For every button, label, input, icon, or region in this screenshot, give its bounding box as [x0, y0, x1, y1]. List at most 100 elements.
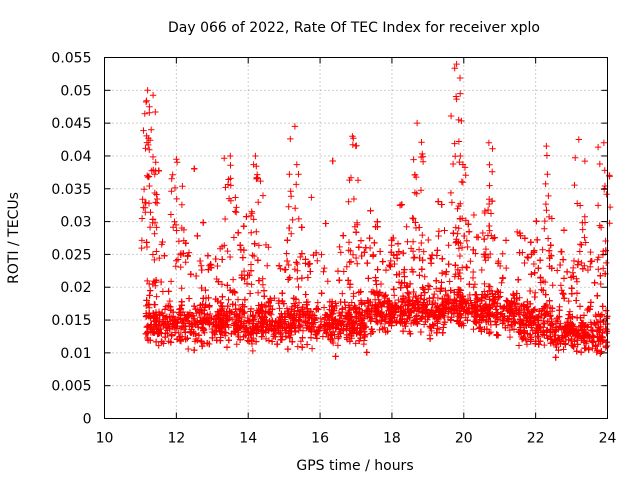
roti-point [463, 237, 470, 244]
roti-point [343, 263, 350, 270]
roti-point [520, 334, 527, 342]
roti-point [377, 320, 385, 328]
roti-point [597, 323, 604, 331]
roti-point [157, 278, 165, 286]
roti-point [457, 304, 465, 311]
roti-point [582, 239, 589, 246]
roti-point [350, 290, 357, 297]
roti-point [337, 249, 344, 256]
roti-point [403, 223, 410, 230]
roti-point [396, 270, 403, 278]
roti-point [335, 333, 342, 340]
roti-point [555, 346, 562, 354]
roti-point [441, 318, 449, 326]
roti-point [322, 322, 329, 329]
roti-point [573, 290, 581, 297]
roti-point [314, 299, 321, 306]
roti-point [525, 254, 532, 262]
roti-point [244, 314, 252, 322]
roti-point [556, 307, 563, 314]
roti-point [239, 254, 247, 261]
roti-point [297, 338, 305, 345]
roti-point [466, 291, 473, 299]
roti-point [573, 278, 581, 285]
roti-point [372, 301, 379, 308]
roti-point [370, 289, 378, 296]
roti-point [376, 248, 384, 255]
roti-point [198, 266, 205, 274]
roti-point [334, 267, 342, 275]
roti-point [548, 315, 555, 323]
roti-point [156, 254, 163, 262]
roti-point [438, 269, 446, 277]
roti-point [531, 293, 538, 301]
roti-point [587, 263, 594, 270]
roti-point [579, 265, 587, 272]
roti-point [390, 234, 397, 242]
roti-point [339, 306, 346, 313]
roti-point [470, 246, 477, 254]
roti-point [367, 207, 374, 214]
roti-point [587, 299, 595, 306]
roti-point [470, 211, 478, 219]
roti-point [217, 307, 225, 314]
roti-point [420, 321, 428, 328]
roti-point [298, 250, 306, 257]
roti-point [160, 320, 168, 328]
roti-point [516, 229, 524, 237]
roti-point [435, 326, 443, 333]
roti-point [431, 290, 438, 298]
roti-point [540, 287, 547, 294]
roti-point [487, 250, 494, 258]
roti-point [299, 334, 306, 341]
roti-point [228, 309, 235, 316]
roti-point [217, 245, 224, 252]
roti-point [198, 284, 205, 292]
roti-point [594, 292, 601, 299]
roti-point [495, 294, 502, 301]
roti-point [573, 314, 581, 321]
roti-point [377, 280, 385, 288]
roti-point [445, 260, 452, 268]
roti-point [248, 336, 255, 344]
roti-point [514, 228, 521, 236]
roti-point [357, 297, 365, 304]
roti-point [595, 254, 602, 261]
roti-point [303, 324, 310, 332]
roti-point [554, 267, 561, 274]
roti-point [557, 282, 565, 289]
roti-point [314, 257, 321, 264]
roti-point [439, 255, 446, 262]
roti-point [337, 298, 344, 306]
roti-point [395, 296, 402, 304]
roti-point [534, 236, 541, 244]
roti-point [306, 314, 313, 321]
roti-point [340, 268, 347, 275]
roti-point [219, 256, 226, 263]
roti-point [467, 297, 474, 304]
roti-point [600, 265, 607, 272]
roti-point [294, 343, 301, 350]
roti-point [320, 304, 328, 311]
roti-point [420, 286, 427, 293]
roti-point [503, 264, 510, 272]
roti-point [284, 307, 291, 315]
roti-point [545, 247, 553, 254]
roti-point [484, 291, 491, 298]
roti-point [247, 308, 254, 315]
roti-point [260, 287, 268, 294]
roti-point [401, 266, 408, 273]
roti-point [218, 281, 226, 288]
roti-point [481, 235, 488, 243]
roti-point [588, 258, 595, 265]
roti-point [463, 263, 470, 271]
roti-point [416, 224, 423, 231]
roti-point [409, 248, 417, 255]
roti-point [584, 266, 592, 274]
roti-point [527, 239, 534, 246]
roti-point [277, 336, 284, 343]
roti-point [285, 276, 292, 283]
roti-point [318, 251, 325, 258]
roti-point [182, 240, 189, 247]
roti-point [546, 313, 554, 320]
